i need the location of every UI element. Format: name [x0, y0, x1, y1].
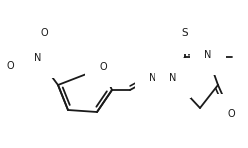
- Text: O: O: [40, 28, 48, 38]
- Text: O: O: [6, 61, 14, 71]
- Text: N: N: [169, 73, 177, 83]
- Text: N: N: [34, 53, 42, 63]
- Text: N: N: [204, 50, 212, 60]
- Text: N: N: [149, 73, 157, 83]
- Text: S: S: [182, 28, 188, 38]
- Text: O: O: [99, 62, 107, 72]
- Text: O: O: [227, 109, 235, 119]
